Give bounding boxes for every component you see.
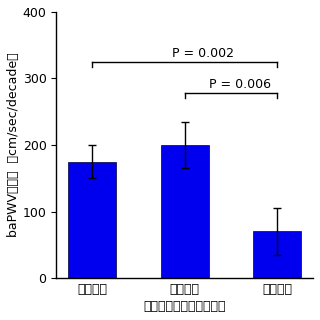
Bar [161, 145, 209, 278]
Y-axis label: baPWV変化量  （cm/sec/decade）: baPWV変化量 （cm/sec/decade） [7, 53, 20, 237]
Bar [68, 162, 116, 278]
Text: P = 0.006: P = 0.006 [209, 78, 271, 91]
Text: P = 0.002: P = 0.002 [172, 47, 234, 60]
Bar [253, 231, 301, 278]
X-axis label: 有酸素性運動活動レベル: 有酸素性運動活動レベル [143, 300, 226, 313]
